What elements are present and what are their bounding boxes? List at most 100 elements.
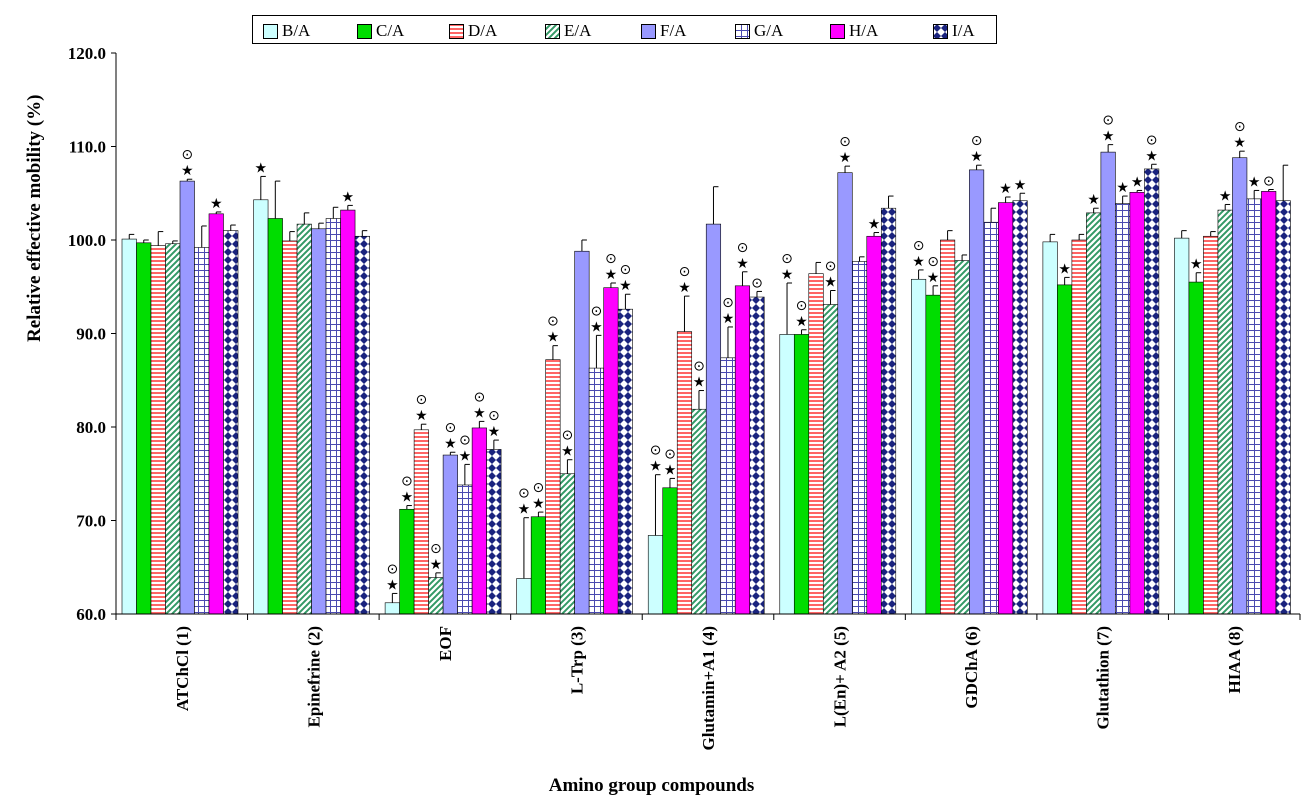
star-marker: ★ xyxy=(459,448,472,464)
bar-HA-3 xyxy=(603,287,619,615)
y-tick-label: 70.0 xyxy=(76,512,106,531)
circle-dot-marker: ⊙ xyxy=(605,251,617,267)
bar-BA-2 xyxy=(384,602,400,615)
bar-DA-1 xyxy=(282,240,298,615)
y-tick-label: 100.0 xyxy=(68,231,106,250)
bar-FA-6 xyxy=(969,169,985,615)
bar-HA-2 xyxy=(471,427,487,615)
bar-IA-8 xyxy=(1275,200,1291,615)
bar-GA-6 xyxy=(983,221,999,615)
bar-CA-8 xyxy=(1188,281,1204,615)
legend-swatch xyxy=(545,23,560,39)
legend-item: D/A xyxy=(449,21,497,40)
circle-dot-marker: ⊙ xyxy=(430,541,442,557)
bar-BA-6 xyxy=(911,278,927,615)
bar-BA-5 xyxy=(779,334,795,615)
circle-dot-marker: ⊙ xyxy=(825,258,837,274)
legend-label: F/A xyxy=(660,21,687,40)
star-marker: ★ xyxy=(1190,257,1203,273)
star-marker: ★ xyxy=(532,496,545,512)
bar-BA-3 xyxy=(516,578,532,615)
circle-dot-marker: ⊙ xyxy=(415,392,427,408)
bar-CA-7 xyxy=(1057,284,1073,615)
bar-IA-5 xyxy=(880,207,897,615)
bar-EA-5 xyxy=(822,304,839,615)
star-marker: ★ xyxy=(547,330,560,346)
legend-item: H/A xyxy=(830,21,879,40)
circle-dot-marker: ⊙ xyxy=(547,314,559,330)
circle-dot-marker: ⊙ xyxy=(444,420,456,436)
circle-dot-marker: ⊙ xyxy=(722,295,734,311)
bar-EA-0 xyxy=(165,243,181,615)
bar-CA-3 xyxy=(530,516,546,615)
star-marker: ★ xyxy=(1145,148,1158,164)
bar-DA-8 xyxy=(1203,235,1219,615)
bar-CA-4 xyxy=(662,487,678,615)
bar-HA-0 xyxy=(208,213,224,615)
star-marker: ★ xyxy=(693,375,706,391)
star-marker: ★ xyxy=(649,459,662,475)
legend-item: F/A xyxy=(641,21,687,40)
star-marker: ★ xyxy=(401,490,414,506)
star-marker: ★ xyxy=(999,181,1012,197)
star-marker: ★ xyxy=(664,462,677,478)
star-marker: ★ xyxy=(473,405,486,421)
star-marker: ★ xyxy=(619,278,632,294)
axes: 60.0 70.0 80.0 90.0 100.0 110.0 120.0 ATChCl (1… xyxy=(68,44,1301,750)
legend-swatch xyxy=(735,23,750,39)
x-tick-label: EOF xyxy=(436,626,455,661)
bar-HA-4 xyxy=(734,285,751,615)
circle-dot-marker: ⊙ xyxy=(664,446,676,462)
legend-swatch xyxy=(449,23,464,39)
bar-FA-5 xyxy=(837,172,853,615)
circle-dot-marker: ⊙ xyxy=(518,486,530,502)
bar-DA-3 xyxy=(545,359,561,615)
legend-item: C/A xyxy=(357,21,404,40)
star-marker: ★ xyxy=(781,267,794,283)
bars: ★⊙★★★★⊙★⊙★⊙★⊙★⊙★⊙★⊙★⊙★⊙★⊙★⊙★⊙★⊙★⊙★⊙★⊙★⊙★… xyxy=(121,113,1291,615)
legend-swatch xyxy=(641,23,656,39)
bar-BA-7 xyxy=(1042,241,1058,615)
legend-label: I/A xyxy=(952,21,975,40)
star-marker: ★ xyxy=(444,436,457,452)
bar-CA-5 xyxy=(793,334,810,615)
legend-label: B/A xyxy=(282,21,311,40)
circle-dot-marker: ⊙ xyxy=(796,298,808,314)
bar-EA-7 xyxy=(1086,212,1102,615)
bar-IA-7 xyxy=(1144,168,1160,615)
x-tick-label: Epinefrine (2) xyxy=(304,626,323,728)
bar-FA-1 xyxy=(311,228,327,615)
star-marker: ★ xyxy=(386,577,399,593)
legend: B/A C/A D/A E/A F/A G/A H/A I/A xyxy=(252,15,997,44)
legend-item: E/A xyxy=(545,21,591,40)
bar-HA-6 xyxy=(998,202,1014,615)
x-axis-title: Amino group compounds xyxy=(548,775,755,796)
legend-swatch xyxy=(357,23,372,39)
circle-dot-marker: ⊙ xyxy=(533,480,545,496)
circle-dot-marker: ⊙ xyxy=(591,303,603,319)
bar-IA-3 xyxy=(617,308,633,615)
y-tick-label: 90.0 xyxy=(76,325,106,344)
star-marker: ★ xyxy=(927,270,940,286)
star-marker: ★ xyxy=(795,314,808,330)
circle-dot-marker: ⊙ xyxy=(693,359,705,375)
bar-HA-7 xyxy=(1129,192,1145,615)
legend-label: H/A xyxy=(849,21,879,40)
bar-GA-7 xyxy=(1115,203,1131,615)
bar-BA-4 xyxy=(647,535,664,615)
x-tick-label: Glutamin+A1 (4) xyxy=(699,626,718,750)
bar-EA-2 xyxy=(428,577,444,615)
circle-dot-marker: ⊙ xyxy=(401,474,413,490)
bar-FA-8 xyxy=(1232,157,1248,615)
bar-DA-7 xyxy=(1071,239,1087,615)
x-tick-label: Glutathion (7) xyxy=(1094,626,1113,729)
star-marker: ★ xyxy=(678,280,691,296)
circle-dot-marker: ⊙ xyxy=(927,254,939,270)
star-marker: ★ xyxy=(255,160,268,176)
bar-CA-6 xyxy=(925,294,941,615)
bar-IA-0 xyxy=(223,230,239,615)
circle-dot-marker: ⊙ xyxy=(679,264,691,280)
bar-GA-1 xyxy=(325,218,341,615)
bar-DA-2 xyxy=(413,429,429,615)
